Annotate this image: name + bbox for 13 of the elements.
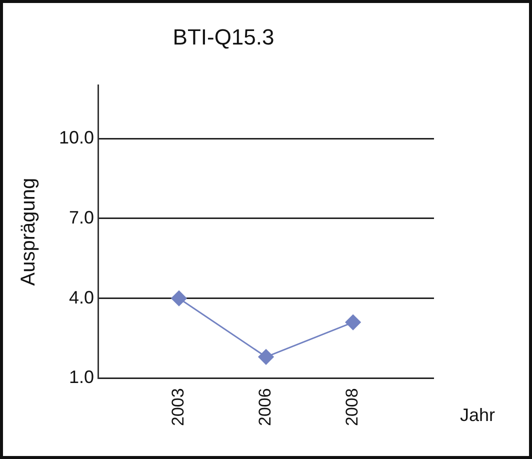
x-tick-label: 2003	[168, 388, 188, 426]
chart-title: BTI-Q15.3	[172, 24, 274, 50]
point	[171, 290, 187, 306]
y-tick-label: 1.0	[69, 367, 94, 388]
y-axis-title: Ausprägung	[18, 178, 40, 286]
y-tick-label: 10.0	[58, 128, 94, 148]
point	[345, 314, 361, 330]
point	[258, 349, 274, 365]
y-tick-label: 7.0	[69, 207, 94, 228]
x-axis-title: Jahr	[460, 405, 496, 426]
x-tick-label: 2006	[256, 388, 275, 426]
x-tick-label: 2008	[342, 388, 362, 426]
y-tick-label: 4.0	[69, 287, 94, 308]
